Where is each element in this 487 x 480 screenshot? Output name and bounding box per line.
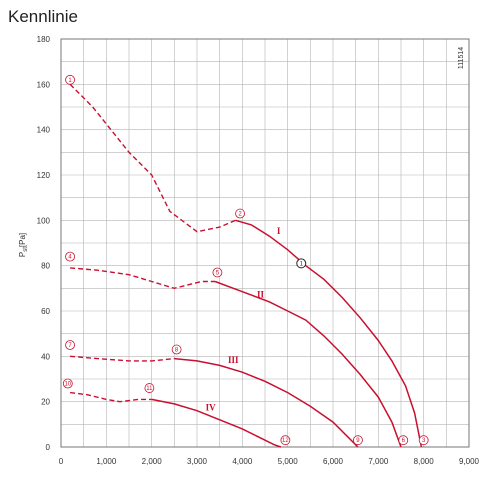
y-tick-label: 60 <box>41 307 50 316</box>
curve-point-marker: 12 <box>280 435 291 446</box>
curve-II-dashed <box>70 267 216 290</box>
curve-III-solid <box>174 357 359 448</box>
curve-point-marker: 4 <box>65 251 75 262</box>
marker-number: 11 <box>146 386 153 392</box>
marker-number: 12 <box>282 438 289 444</box>
curve-point-marker: 7 <box>65 340 75 350</box>
marker-number: 8 <box>175 348 179 354</box>
y-tick-label: 140 <box>37 126 51 135</box>
curve-point-marker: 1 <box>65 74 75 85</box>
y-axis-label-main: P <box>18 252 27 257</box>
operating-point-number: 1 <box>300 261 304 267</box>
grid-layer <box>60 38 470 448</box>
operating-point-circle <box>296 258 307 269</box>
y-tick-label: 120 <box>37 171 51 180</box>
marker-circle <box>144 383 155 393</box>
curve-point-marker: 11 <box>144 383 155 393</box>
marker-circle <box>62 378 73 389</box>
curve-label-IV: IV <box>206 403 217 413</box>
marker-circle <box>171 344 182 355</box>
marker-number: 1 <box>68 78 72 84</box>
curve-point-marker: 5 <box>212 267 223 278</box>
marker-circle <box>353 435 363 446</box>
curve-III-dashed <box>70 355 175 362</box>
operating-point-marker: 1 <box>296 258 307 269</box>
marker-number: 10 <box>64 382 71 388</box>
x-tick-label: 7,000 <box>368 457 389 466</box>
curve-II-solid <box>214 280 402 448</box>
curve-IV-dashed <box>70 391 152 403</box>
curve-label-II: II <box>257 289 265 299</box>
y-tick-label: 180 <box>37 35 51 44</box>
marker-number: 6 <box>402 438 406 444</box>
curve-point-marker: 8 <box>171 344 182 355</box>
curve-point-marker: 2 <box>235 208 245 219</box>
marker-circle <box>65 74 75 85</box>
tick-layer: 0 1,000 2,000 3,000 4,000 5,000 6,000 7,000 8,00… <box>37 35 480 466</box>
y-tick-label: 160 <box>37 80 51 89</box>
x-tick-label: 2,000 <box>142 457 163 466</box>
curve-point-marker: 6 <box>398 435 409 446</box>
y-axis-label-sub: st <box>23 247 29 252</box>
marker-number: 9 <box>356 438 360 444</box>
marker-number: 5 <box>216 270 220 276</box>
y-tick-label: 40 <box>41 352 50 361</box>
page-title: Kennlinie <box>8 7 78 26</box>
marker-number: 4 <box>68 255 72 261</box>
x-tick-label: 9,000 <box>459 457 480 466</box>
drawing-code: 111514 <box>458 47 465 69</box>
curve-label-I: I <box>277 226 281 236</box>
curve-point-marker: 9 <box>353 435 363 446</box>
marker-circle <box>418 435 429 446</box>
y-tick-label: 0 <box>46 443 51 452</box>
marker-circle <box>212 267 223 278</box>
curve-I-dashed <box>69 83 236 233</box>
curve-point-marker: 3 <box>418 435 429 446</box>
x-tick-label: 0 <box>59 457 64 466</box>
marker-circle <box>65 340 75 350</box>
x-tick-label: 3,000 <box>187 457 208 466</box>
curve-I-solid <box>235 219 423 448</box>
y-tick-label: 20 <box>41 398 50 407</box>
x-tick-label: 1,000 <box>96 457 117 466</box>
y-tick-label: 100 <box>37 216 51 225</box>
curve-IV-solid <box>151 398 282 448</box>
x-tick-label: 5,000 <box>278 457 299 466</box>
x-tick-label: 6,000 <box>323 457 344 466</box>
y-tick-label: 80 <box>41 262 50 271</box>
marker-number: 2 <box>238 212 242 218</box>
x-tick-label: 8,000 <box>414 457 435 466</box>
x-tick-label: 4,000 <box>232 457 253 466</box>
y-axis-label-unit: [Pa] <box>18 233 27 247</box>
curve-layer <box>69 83 423 448</box>
marker-circle <box>65 251 75 262</box>
y-axis-label: Pst[Pa] <box>18 233 29 257</box>
marker-circle <box>398 435 409 446</box>
marker-circle <box>280 435 291 446</box>
curve-point-marker: 10 <box>62 378 73 389</box>
marker-number: 3 <box>422 438 426 444</box>
curve-label-III: III <box>228 355 239 365</box>
marker-circle <box>235 208 245 219</box>
plot-frame <box>60 38 470 448</box>
marker-number: 7 <box>68 343 72 349</box>
